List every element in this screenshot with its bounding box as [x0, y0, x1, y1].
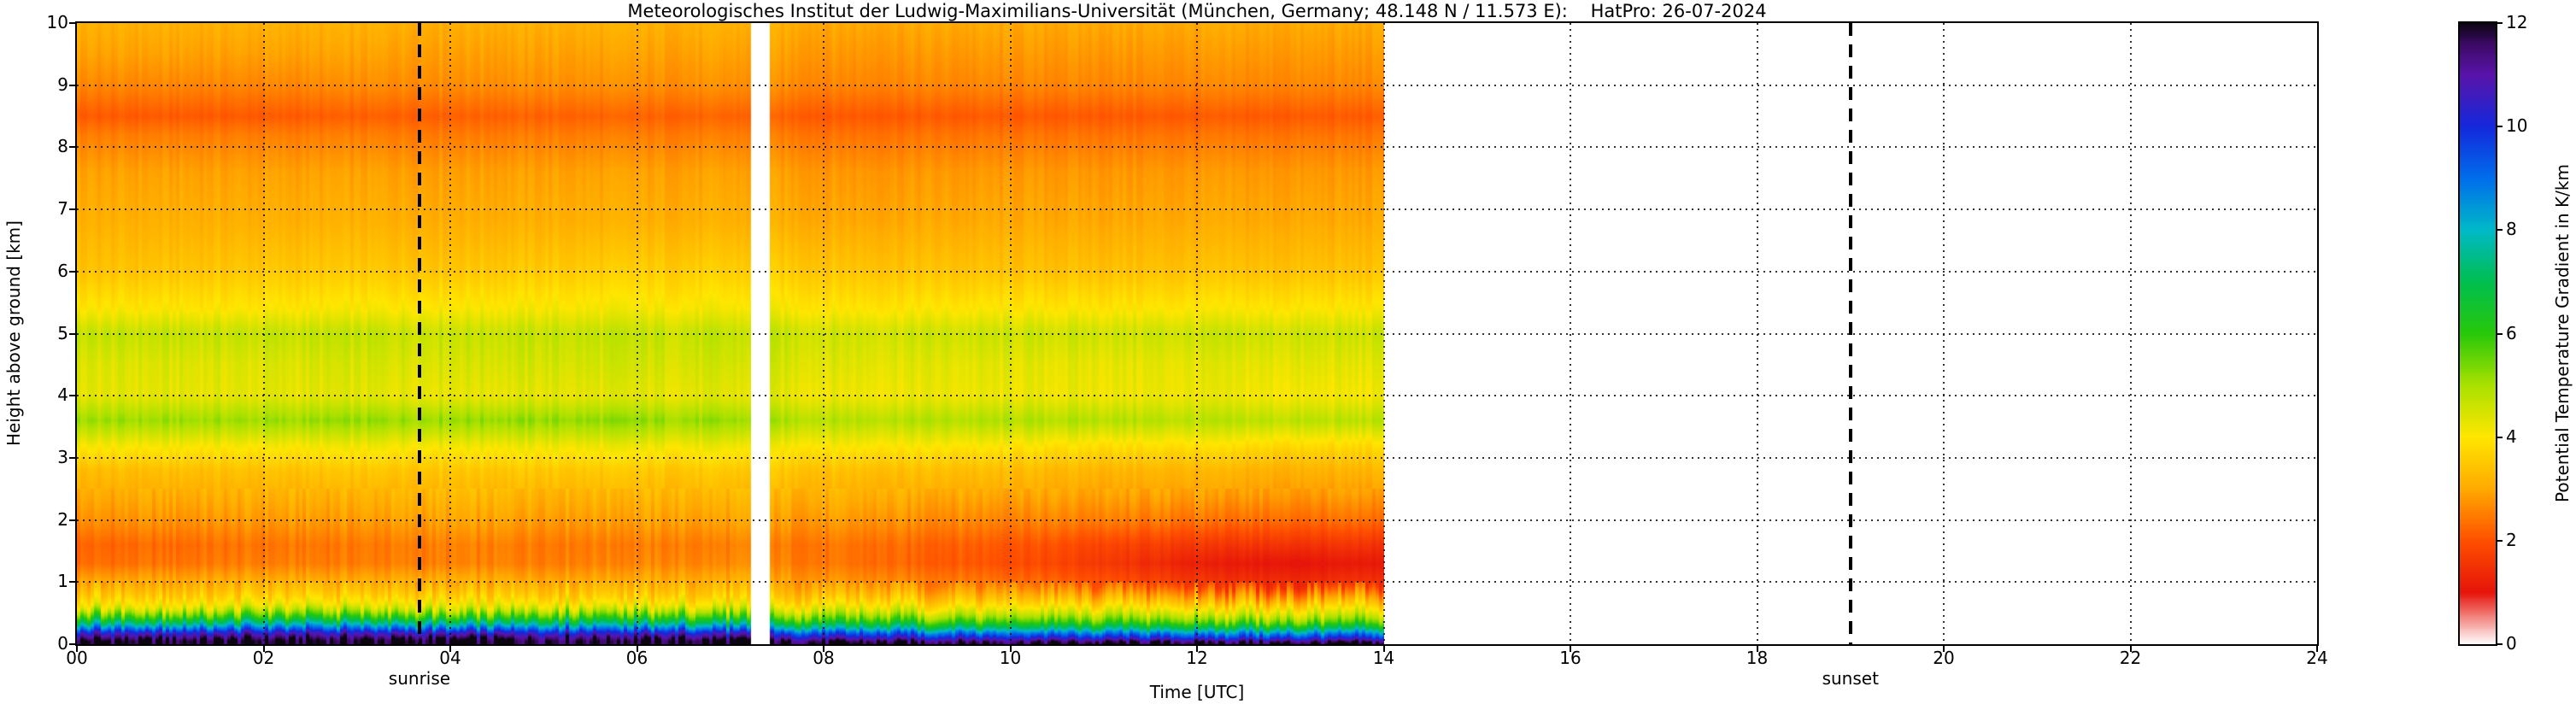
y-tick-label: 9: [57, 73, 68, 95]
colorbar-canvas: [2460, 23, 2496, 644]
y-tick-mark: [69, 519, 77, 521]
y-tick-label: 10: [46, 12, 68, 32]
x-tick-label: 24: [2306, 648, 2328, 668]
colorbar-tick-mark: [2496, 22, 2503, 24]
colorbar-tick-label: 12: [2506, 12, 2528, 32]
sunset-label: sunset: [1822, 668, 1879, 689]
colorbar-tick-mark: [2496, 126, 2503, 128]
plot-area: [77, 23, 2317, 644]
y-tick-mark: [69, 270, 77, 273]
colorbar-tick-mark: [2496, 229, 2503, 232]
x-tick-mark: [262, 644, 265, 652]
x-tick-label: 14: [1372, 648, 1395, 668]
x-tick-mark: [823, 644, 824, 652]
x-tick-mark: [2316, 644, 2318, 652]
x-tick-label: 08: [813, 648, 835, 668]
x-tick-label: 20: [1933, 648, 1955, 668]
heatmap-canvas: [77, 23, 1384, 644]
colorbar-tick-mark: [2496, 436, 2503, 438]
colorbar-tick-label: 4: [2506, 425, 2517, 447]
y-tick-label: 7: [57, 198, 68, 220]
x-tick-mark: [1570, 644, 1571, 652]
y-tick-mark: [69, 84, 77, 86]
colorbar-tick-label: 6: [2506, 322, 2517, 343]
colorbar-tick-mark: [2496, 332, 2503, 335]
x-tick-label: 18: [1746, 648, 1769, 668]
y-tick-mark: [69, 581, 77, 584]
y-tick-label: 5: [57, 322, 68, 343]
x-tick-mark: [1943, 644, 1945, 652]
y-tick-label: 1: [57, 571, 68, 592]
chart-title: Meteorologisches Institut der Ludwig-Max…: [627, 1, 1767, 21]
x-tick-mark: [2129, 644, 2132, 652]
colorbar-label: Potential Temperature Gradient in K/km: [2552, 164, 2573, 502]
x-tick-label: 06: [625, 648, 648, 668]
y-tick-mark: [69, 22, 77, 24]
colorbar-tick-label: 10: [2506, 115, 2528, 137]
x-tick-mark: [1196, 644, 1198, 652]
colorbar-tick-label: 8: [2506, 219, 2517, 240]
x-tick-mark: [1756, 644, 1758, 652]
y-tick-label: 2: [57, 508, 68, 530]
y-tick-mark: [69, 208, 77, 211]
y-tick-label: 6: [57, 260, 68, 281]
colorbar-tick-label: 2: [2506, 529, 2517, 550]
x-tick-label: 04: [439, 648, 461, 668]
colorbar-tick-mark: [2496, 643, 2503, 645]
x-tick-label: 10: [999, 648, 1022, 668]
y-tick-mark: [69, 643, 77, 645]
y-tick-mark: [69, 456, 77, 459]
y-tick-mark: [69, 395, 77, 397]
x-tick-mark: [449, 644, 451, 652]
x-tick-mark: [76, 644, 78, 652]
x-tick-label: 12: [1186, 648, 1208, 668]
x-tick-mark: [636, 644, 638, 652]
x-tick-mark: [1382, 644, 1385, 652]
sunrise-label: sunrise: [388, 668, 451, 689]
x-tick-label: 22: [2119, 648, 2142, 668]
y-tick-label: 3: [57, 446, 68, 467]
y-tick-mark: [69, 332, 77, 335]
x-tick-mark: [1009, 644, 1012, 652]
x-tick-label: 00: [66, 648, 88, 668]
y-tick-label: 0: [57, 633, 68, 654]
y-tick-label: 4: [57, 384, 68, 406]
x-tick-label: 02: [252, 648, 275, 668]
colorbar-tick-label: 0: [2506, 633, 2517, 654]
y-tick-label: 8: [57, 136, 68, 157]
x-tick-label: 16: [1559, 648, 1581, 668]
x-axis-label: Time [UTC]: [1149, 682, 1245, 702]
colorbar-tick-mark: [2496, 539, 2503, 542]
y-tick-mark: [69, 146, 77, 149]
